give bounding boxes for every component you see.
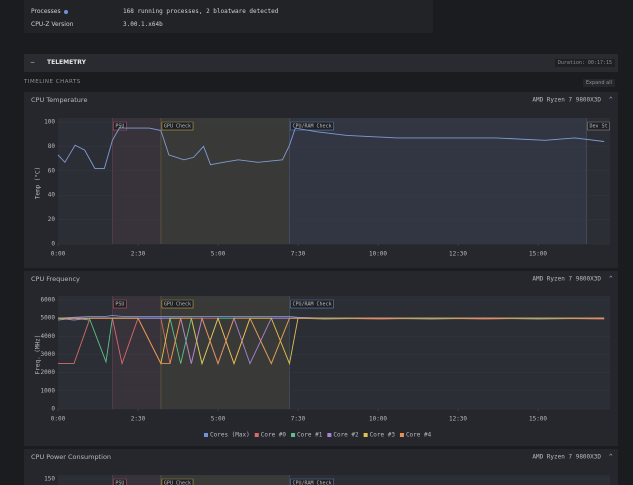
legend-swatch [254,433,259,437]
legend-label[interactable]: Core #4 [406,432,432,439]
y-tick-label: 20 [48,216,56,223]
annotation-label: CPU/RAM Check [292,124,331,130]
x-tick-label: 2:30 [131,416,146,423]
x-tick-label: 10:00 [369,416,387,423]
y-tick-label: 150 [44,476,55,483]
chart-title: CPU Frequency [31,275,80,283]
info-key: Processes [31,8,61,15]
legend-swatch [327,433,332,437]
legend-label[interactable]: Core #1 [297,432,323,439]
x-tick-label: 7:30 [291,251,306,258]
device-name: AMD Ryzen 7 9800X3D [532,454,601,461]
annotation-label: Dev St [590,124,608,130]
plot-bg [58,296,610,409]
legend-swatch [204,433,208,437]
annotation-region [112,118,161,244]
legend-swatch [363,433,368,437]
annotation-label: GPU Check [164,124,191,130]
legend-label[interactable]: Core #3 [370,432,396,439]
info-value: 3.00.1.x64b [123,21,163,28]
annotation-region [160,475,290,485]
annotation-region [160,296,290,409]
x-tick-label: 12:30 [449,251,467,258]
telemetry-bar[interactable] [24,54,618,72]
annotation-region [112,475,161,485]
legend-swatch [399,433,404,437]
info-value: 168 running processes, 2 bloatware detec… [123,8,279,15]
y-tick-label: 0 [51,406,55,413]
legend-label[interactable]: Cores (Max) [210,432,250,439]
chart-title: CPU Power Consumption [31,453,111,461]
annotation-region [289,118,587,244]
y-tick-label: 80 [48,143,56,150]
x-tick-label: 10:00 [369,251,387,258]
series-line [58,317,605,365]
annotation-label: GPU Check [164,481,191,485]
y-tick-label: 2000 [41,369,56,376]
collapse-chevron[interactable]: ^ [609,454,613,461]
y-axis-label: Freq. (MHz) [35,335,42,375]
y-tick-label: 6000 [41,297,56,304]
info-panel [24,0,433,33]
series-line [57,127,605,169]
y-tick-label: 3000 [41,351,56,358]
x-tick-label: 0:00 [51,416,66,423]
x-tick-label: 5:00 [211,416,226,423]
collapse-icon[interactable]: − [30,59,36,66]
legend-label[interactable]: Core #0 [261,432,287,439]
y-tick-label: 40 [48,192,56,199]
annotation-region [112,296,161,409]
y-tick-label: 1000 [41,387,56,394]
device-name: AMD Ryzen 7 9800X3D [532,276,601,283]
plot-bg [58,475,610,485]
annotation-label: PSU [115,302,124,308]
y-tick-label: 0 [51,241,55,248]
legend-label[interactable]: Core #2 [333,432,359,439]
y-axis-label: Temp (°C) [35,167,42,200]
status-dot [64,10,68,14]
x-tick-label: 0:00 [51,251,66,258]
x-tick-label: 15:00 [529,251,547,258]
collapse-chevron[interactable]: ^ [609,276,613,283]
x-tick-label: 15:00 [529,416,547,423]
info-key: CPU-Z Version [31,21,74,28]
section-title: TELEMETRY [47,59,86,66]
annotation-label: GPU Check [164,302,191,308]
collapse-chevron[interactable]: ^ [609,97,613,104]
duration: Duration: 00:17:15 [554,59,615,67]
y-tick-label: 60 [48,167,56,174]
annotation-label: CPU/RAM Check [292,481,331,485]
legend-swatch [291,433,296,437]
x-tick-label: 7:30 [291,416,306,423]
expand-button[interactable]: Expand all [582,79,615,87]
x-tick-label: 2:30 [131,251,146,258]
y-tick-label: 100 [44,119,55,126]
annotation-region [160,118,290,244]
y-tick-label: 5000 [41,315,56,322]
annotation-label: PSU [115,481,124,485]
device-name: AMD Ryzen 7 9800X3D [532,97,601,104]
subsection-title: TIMELINE CHARTS [24,79,81,85]
annotation-label: PSU [115,124,124,130]
x-tick-label: 5:00 [211,251,226,258]
chart-title: CPU Temperature [31,96,87,104]
annotation-label: CPU/RAM Check [292,302,331,308]
x-tick-label: 12:30 [449,416,467,423]
y-tick-label: 4000 [41,333,56,340]
